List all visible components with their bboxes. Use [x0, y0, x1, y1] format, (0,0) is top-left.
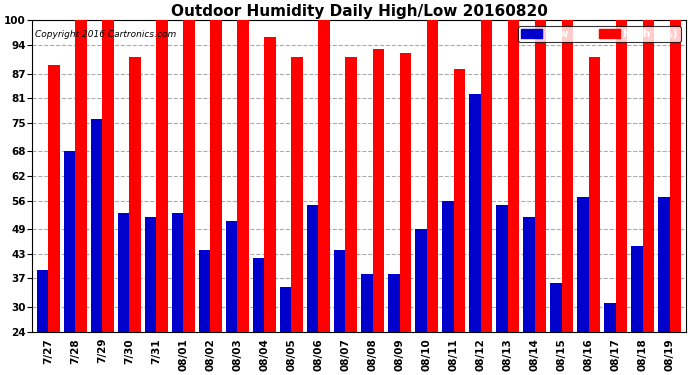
Bar: [562, 20, 573, 332]
Bar: [400, 53, 411, 332]
Bar: [37, 270, 48, 332]
Bar: [642, 20, 654, 332]
Bar: [550, 282, 562, 332]
Bar: [75, 20, 87, 332]
Bar: [523, 217, 535, 332]
Bar: [226, 221, 237, 332]
Bar: [442, 201, 453, 332]
Bar: [210, 20, 221, 332]
Bar: [415, 229, 426, 332]
Bar: [130, 57, 141, 332]
Bar: [157, 20, 168, 332]
Bar: [291, 57, 303, 332]
Bar: [145, 217, 157, 332]
Bar: [469, 94, 480, 332]
Bar: [535, 20, 546, 332]
Bar: [307, 205, 319, 332]
Bar: [280, 286, 291, 332]
Bar: [264, 37, 276, 332]
Bar: [346, 57, 357, 332]
Bar: [253, 258, 264, 332]
Bar: [388, 274, 400, 332]
Bar: [373, 49, 384, 332]
Bar: [426, 20, 438, 332]
Bar: [604, 303, 615, 332]
Bar: [631, 246, 642, 332]
Bar: [118, 213, 130, 332]
Bar: [589, 57, 600, 332]
Bar: [64, 152, 75, 332]
Bar: [48, 65, 60, 332]
Bar: [184, 20, 195, 332]
Bar: [669, 20, 681, 332]
Bar: [91, 118, 102, 332]
Bar: [172, 213, 184, 332]
Legend: Low  (%), High  (%): Low (%), High (%): [518, 26, 680, 42]
Title: Outdoor Humidity Daily High/Low 20160820: Outdoor Humidity Daily High/Low 20160820: [170, 4, 547, 19]
Bar: [361, 274, 373, 332]
Bar: [496, 205, 508, 332]
Bar: [508, 20, 519, 332]
Bar: [453, 69, 465, 332]
Bar: [102, 20, 114, 332]
Bar: [658, 196, 669, 332]
Text: Copyright 2016 Cartronics.com: Copyright 2016 Cartronics.com: [35, 30, 177, 39]
Bar: [237, 20, 249, 332]
Bar: [199, 250, 210, 332]
Bar: [578, 196, 589, 332]
Bar: [334, 250, 346, 332]
Bar: [615, 20, 627, 332]
Bar: [319, 20, 330, 332]
Bar: [480, 20, 492, 332]
